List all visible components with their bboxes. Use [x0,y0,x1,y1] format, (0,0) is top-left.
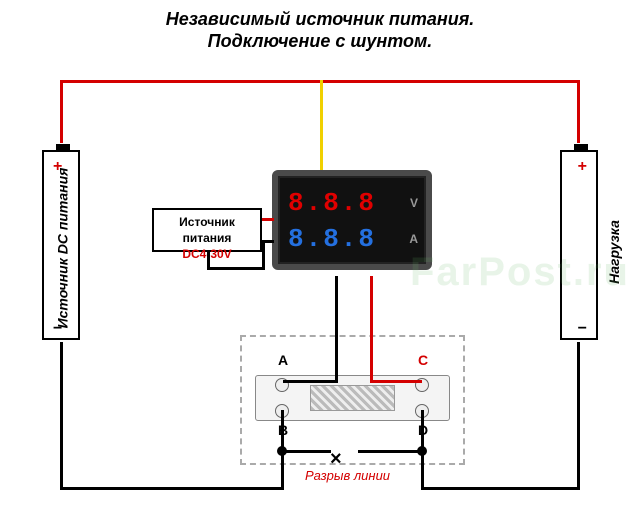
diagram-title: Независимый источник питания. Подключени… [0,8,640,52]
amperage-unit: A [409,232,418,246]
wire-black-break-right [358,450,424,453]
wire-black-bottom-left [60,487,284,490]
wire-black-src-down [60,342,63,490]
title-line-1: Независимый источник питания. [166,9,475,29]
solder-dot-b [277,446,287,456]
title-line-2: Подключение с шунтом. [208,31,433,51]
psu-label-text: Источник питания [154,214,260,246]
shunt-resistor-core [310,385,395,411]
amperage-readout: 8.8.8 [288,224,418,254]
wire-black-psu-meter2 [262,240,265,270]
wire-black-meter-a-h [283,380,338,383]
terminal-a-label: A [278,352,288,368]
wire-yellow-meter-up [320,80,323,170]
wire-black-load-down [577,342,580,490]
wire-red-meter-c-h [370,380,422,383]
watermark: FarPost.ru [410,250,630,295]
wire-red-top-right-down [577,80,580,143]
wire-black-psu-meter4 [207,252,210,270]
wire-black-meter-a [335,276,338,382]
wire-red-psu-meter [262,218,274,221]
load-minus: − [578,320,587,338]
voltage-readout: 8.8.8 [288,188,418,218]
wire-red-meter-c [370,276,373,382]
terminal-c-label: C [418,352,428,368]
voltage-unit: V [410,196,418,210]
psu-label-box: Источник питания DC4-30V [152,208,262,252]
wire-black-break-left [281,450,331,453]
wire-red-top-left-up [60,80,63,143]
wire-black-psu-meter3 [207,267,265,270]
line-break-label: Разрыв линии [305,468,390,483]
load-plus: + [578,158,587,176]
volt-amp-meter: 8.8.8 8.8.8 V A [272,170,432,270]
solder-dot-d [417,446,427,456]
load-box [560,150,598,340]
dc-source-label: Источник DC питания [54,168,70,329]
wire-black-bottom-right [421,487,580,490]
